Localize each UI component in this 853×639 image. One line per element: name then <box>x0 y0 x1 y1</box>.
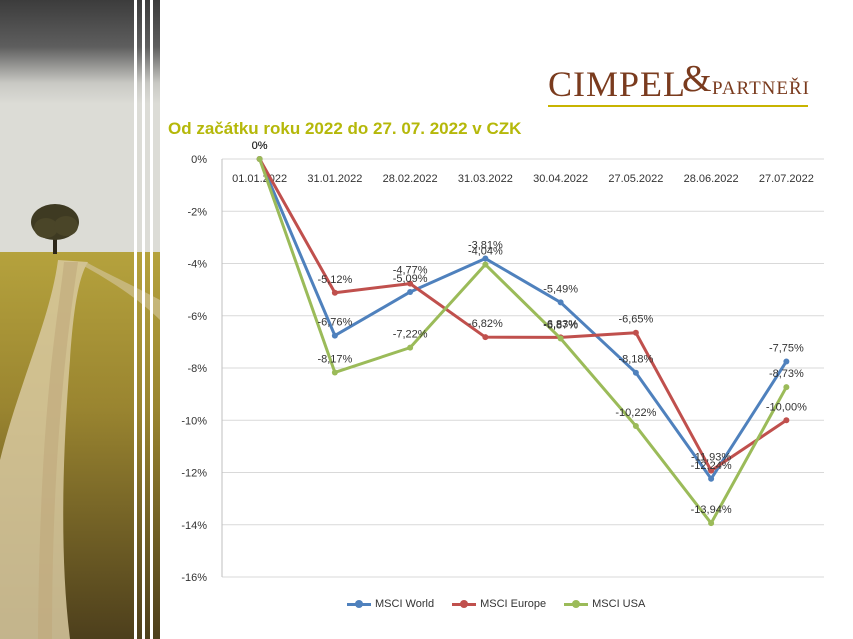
data-point <box>632 369 639 376</box>
data-point <box>407 288 414 295</box>
data-point <box>708 520 715 527</box>
data-label: -6,82% <box>468 318 503 330</box>
y-tick-label: -4% <box>187 259 207 271</box>
data-label: -3,81% <box>468 240 503 252</box>
data-label: 0% <box>252 140 268 152</box>
data-label: -8,73% <box>769 368 804 380</box>
legend-label: MSCI Europe <box>480 598 547 610</box>
data-label: -5,12% <box>317 274 352 286</box>
x-tick-label: 30.04.2022 <box>533 173 588 185</box>
x-tick-label: 31.03.2022 <box>458 173 513 185</box>
data-label: -4,04% <box>468 246 503 258</box>
data-label: -5,49% <box>543 283 578 295</box>
legend-swatch <box>564 599 589 609</box>
data-label: -8,17% <box>317 353 352 365</box>
data-label: -8,18% <box>618 354 653 366</box>
y-tick-label: 0% <box>191 154 207 166</box>
data-point <box>708 467 715 474</box>
x-tick-label: 27.07.2022 <box>759 173 814 185</box>
data-label: -13,94% <box>691 504 732 516</box>
data-label: -11,93% <box>691 452 731 464</box>
data-point <box>708 475 715 482</box>
data-point <box>331 332 338 339</box>
data-point <box>331 289 338 296</box>
x-tick-label: 31.01.2022 <box>307 173 362 185</box>
legend-label: MSCI World <box>375 598 435 610</box>
logo-ampersand: & <box>682 58 712 100</box>
logo-main-text: CIMPEL <box>548 64 687 104</box>
data-point <box>632 422 639 429</box>
legend-swatch <box>347 599 371 609</box>
landscape-photo <box>0 0 160 639</box>
data-label: -6,83% <box>543 318 578 330</box>
series-line-msci-usa <box>258 158 788 525</box>
decorative-stripe <box>150 0 153 639</box>
data-point <box>482 255 489 262</box>
decorative-stripe <box>142 0 145 639</box>
data-label: -10,22% <box>615 407 656 419</box>
data-label: -10,00% <box>766 401 807 413</box>
x-tick-label: 01.01.2022 <box>232 173 287 185</box>
y-tick-label: -14% <box>181 520 207 532</box>
logo-underline <box>548 105 808 107</box>
decorative-photo-panel <box>0 0 160 639</box>
line-chart: 0% -2% -4% -6% -8% -10% -12% -14% -16% 01.01.2022… <box>181 140 824 584</box>
x-tick-label: 28.02.2022 <box>383 173 438 185</box>
data-label: -6,87% <box>543 319 578 331</box>
data-label: -5,09% <box>393 273 428 285</box>
data-point <box>783 384 790 391</box>
y-tick-label: -6% <box>187 311 207 323</box>
chart-legend: MSCI World MSCI Europe MSCI USA <box>347 596 645 612</box>
data-label: -7,75% <box>769 342 804 354</box>
data-label: 0% <box>252 140 268 152</box>
legend-item: MSCI USA <box>564 596 645 612</box>
data-point <box>482 334 489 341</box>
logo-subtitle: PARTNEŘI <box>712 78 811 99</box>
data-label: -6,76% <box>317 317 352 329</box>
data-label: -4,77% <box>393 265 428 277</box>
data-label: -12,24% <box>691 460 732 472</box>
data-point <box>407 280 414 287</box>
chart-title: Od začátku roku 2022 do 27. 07. 2022 v C… <box>168 119 522 138</box>
y-tick-label: -10% <box>181 415 207 427</box>
data-point <box>783 417 790 424</box>
y-tick-label: -8% <box>187 363 207 375</box>
data-point <box>783 358 790 365</box>
series-line-msci-europe <box>258 158 788 473</box>
data-point <box>557 335 564 342</box>
data-point <box>407 344 414 351</box>
x-tick-label: 28.06.2022 <box>684 173 739 185</box>
x-tick-label: 27.05.2022 <box>608 173 663 185</box>
decorative-stripe <box>134 0 137 639</box>
legend-label: MSCI USA <box>592 598 646 610</box>
data-label: 0% <box>252 140 268 152</box>
y-tick-label: -2% <box>187 206 207 218</box>
series-line-msci-world <box>258 158 788 481</box>
data-point <box>482 261 489 268</box>
legend-item: MSCI Europe <box>452 596 546 612</box>
data-label: -6,65% <box>618 314 653 326</box>
data-label: -7,22% <box>393 329 428 341</box>
company-logo: CIMPEL & PARTNEŘI <box>548 55 818 111</box>
legend-item: MSCI World <box>347 596 434 612</box>
data-point <box>256 156 263 162</box>
data-point <box>632 329 639 336</box>
data-point <box>557 299 564 306</box>
legend-swatch <box>452 599 477 609</box>
y-tick-label: -16% <box>181 572 207 584</box>
y-tick-label: -12% <box>181 468 207 480</box>
data-point <box>331 369 338 376</box>
